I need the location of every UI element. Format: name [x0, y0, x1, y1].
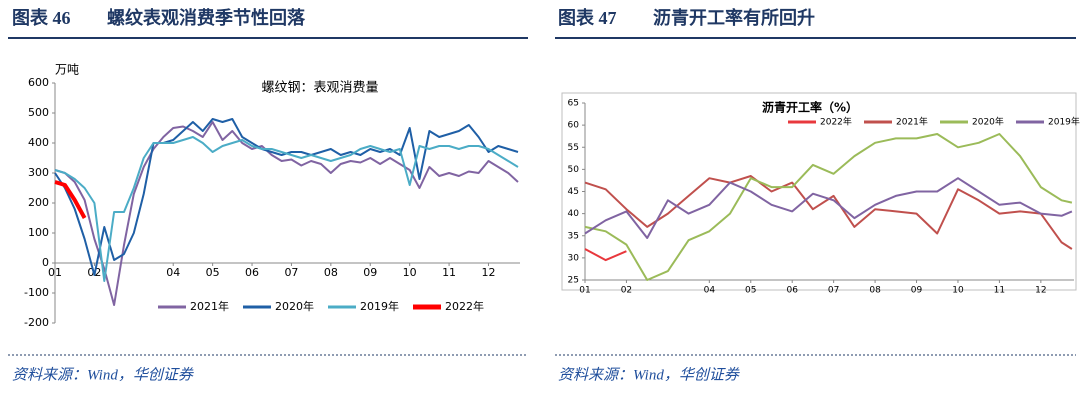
x-tick-label: 01 [579, 286, 590, 296]
y-tick-label: 45 [568, 187, 579, 197]
series-line [54, 121, 519, 306]
legend-label: 2021年 [896, 116, 928, 128]
source: 资料来源：Wind，华创证券 [12, 366, 194, 383]
legend-label: 2020年 [972, 116, 1004, 128]
y-tick-label: 65 [568, 99, 579, 109]
chart-title: 螺纹表观消费季节性回落 [107, 7, 306, 28]
annotation: 螺纹钢：表观消费量 [261, 81, 378, 96]
x-tick-label: 06 [245, 266, 259, 279]
y-tick-label: 55 [568, 143, 579, 153]
figure-label: 图表 47 [558, 7, 617, 28]
legend-label: 2019年 [360, 299, 399, 313]
x-tick-label: 07 [284, 266, 298, 279]
y-tick-label: 200 [28, 196, 49, 209]
y-axis-unit: 万吨 [55, 63, 79, 77]
chart-title: 沥青开工率有所回升 [653, 7, 815, 28]
x-tick-label: 08 [324, 266, 338, 279]
series-line [54, 136, 519, 282]
x-tick-label: 08 [869, 286, 881, 296]
y-tick-label: 35 [568, 231, 579, 241]
x-tick-label: 10 [403, 266, 417, 279]
x-tick-label: 02 [621, 286, 632, 296]
y-tick-label: 25 [568, 276, 579, 286]
figure-label: 图表 46 [12, 7, 71, 28]
x-tick-label: 12 [481, 266, 495, 279]
series-line [584, 175, 1073, 250]
series-line [54, 180, 87, 219]
x-tick-label: 11 [442, 266, 456, 279]
x-tick-label: 04 [704, 286, 716, 296]
x-tick-label: 05 [206, 266, 220, 279]
x-tick-label: 01 [48, 266, 62, 279]
x-tick-label: 12 [1035, 286, 1046, 296]
x-tick-label: 06 [786, 286, 798, 296]
x-tick-label: 10 [952, 286, 964, 296]
y-tick-label: 600 [28, 76, 49, 89]
y-tick-label: 0 [42, 256, 49, 269]
y-tick-label: 50 [568, 165, 580, 175]
series-line [54, 118, 519, 276]
legend-label: 2019年 [1048, 116, 1080, 128]
legend-label: 2022年 [445, 299, 484, 313]
legend-label: 2020年 [275, 299, 314, 313]
x-tick-label: 11 [994, 286, 1005, 296]
legend-label: 2022年 [820, 116, 852, 128]
y-tick-label: 40 [568, 209, 580, 219]
x-tick-label: 04 [166, 266, 180, 279]
y-tick-label: 500 [28, 106, 49, 119]
y-tick-label: -100 [24, 286, 49, 299]
x-tick-label: 05 [745, 286, 756, 296]
y-tick-label: -200 [24, 316, 49, 329]
y-tick-label: 100 [28, 226, 49, 239]
series-line [584, 177, 1073, 239]
series-line [584, 248, 627, 262]
x-tick-label: 07 [828, 286, 839, 296]
source: 资料来源：Wind，华创证券 [558, 366, 740, 383]
annotation: 沥青开工率（%） [762, 100, 858, 115]
y-tick-label: 60 [568, 121, 580, 131]
plot-frame [561, 92, 1077, 291]
series-line [584, 133, 1073, 281]
y-tick-label: 400 [28, 136, 49, 149]
y-tick-label: 300 [28, 166, 49, 179]
y-tick-label: 30 [568, 253, 580, 263]
x-tick-label: 09 [363, 266, 377, 279]
x-tick-label: 09 [911, 286, 923, 296]
legend-label: 2021年 [190, 299, 229, 313]
